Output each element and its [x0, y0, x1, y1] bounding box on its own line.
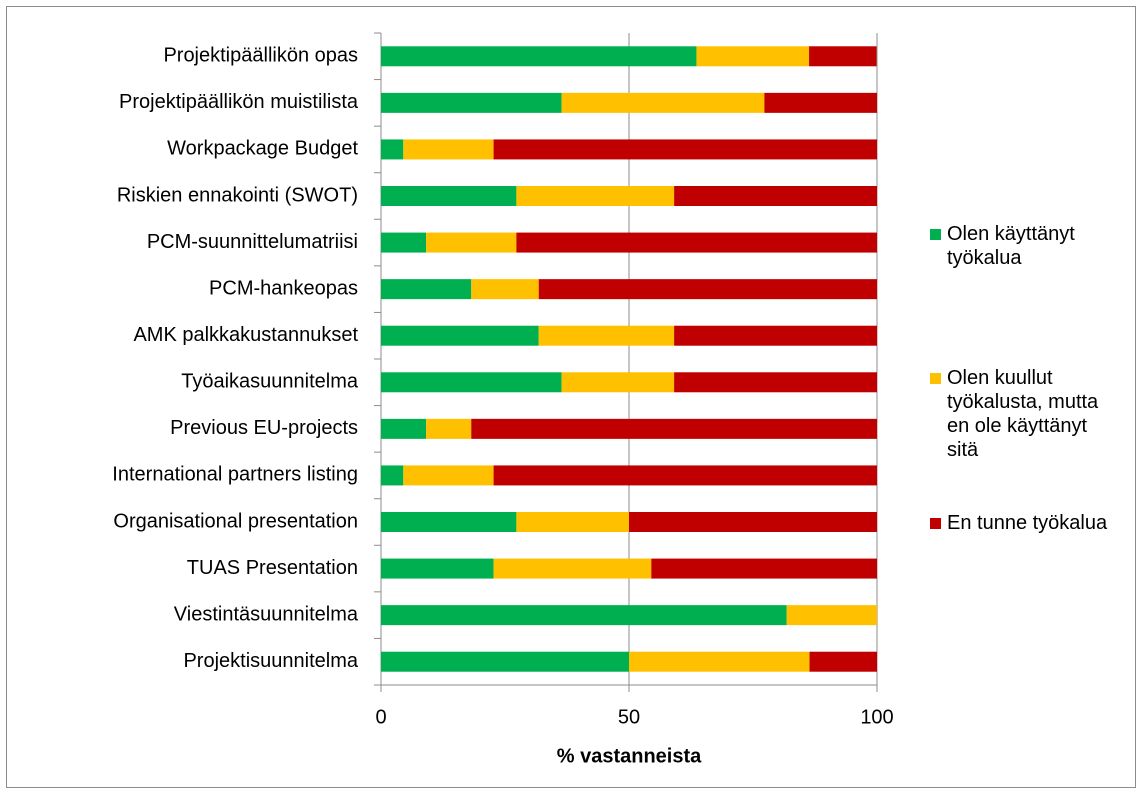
legend-item: Olen kuullut työkalusta, mutta en ole kä… [930, 366, 1117, 462]
legend-item: En tunne työkalua [930, 511, 1117, 535]
bar-segment [381, 512, 517, 532]
bar-segment [381, 372, 562, 393]
bar-segment [381, 232, 427, 253]
bar-segment [809, 46, 877, 67]
y-tick-label: PCM-suunnittelumatriisi [147, 231, 358, 253]
legend-label: Olen kuullut työkalusta, mutta en ole kä… [947, 367, 1099, 461]
legend-swatch [930, 229, 941, 240]
y-tick-label: Projektisuunnitelma [183, 650, 358, 672]
bar-segment [381, 558, 494, 579]
bar-segment [516, 186, 675, 206]
bar-segment [381, 418, 427, 439]
bar-segment [629, 651, 810, 672]
bar-segment [561, 92, 765, 113]
y-tick-label: Riskien ennakointi (SWOT) [117, 184, 358, 206]
x-tick-label: 50 [618, 706, 640, 728]
legend-label: Olen käyttänyt työkalua [947, 223, 1075, 269]
bar-segment [696, 46, 810, 67]
bar-segment [381, 279, 472, 300]
legend-item: Olen käyttänyt työkalua [930, 222, 1117, 270]
y-tick-label: Organisational presentation [113, 510, 358, 532]
y-tick-label: PCM-hankeopas [209, 277, 358, 299]
bar-segment [493, 465, 877, 486]
x-tick-label: 100 [860, 706, 893, 728]
bar-segment [538, 279, 877, 300]
legend-swatch [930, 373, 941, 384]
bar-segment [493, 558, 652, 579]
bar-segment [674, 372, 877, 393]
bar-segment [403, 465, 494, 486]
y-tick-label: AMK palkkakustannukset [133, 324, 358, 346]
bar-segment [516, 232, 877, 253]
bar-segment [381, 465, 404, 486]
y-tick-label: International partners listing [112, 464, 358, 486]
x-axis-title: % vastanneista [557, 745, 702, 767]
bar-segment [403, 139, 494, 160]
bar-segment [809, 651, 877, 672]
bar-segment [516, 512, 629, 532]
bar-segment [674, 186, 877, 206]
bar-segment [538, 325, 675, 346]
y-tick-label: Projektipäällikön muistilista [119, 91, 359, 113]
bar-segment [493, 139, 877, 160]
bar-segment [381, 139, 404, 160]
bar-segment [651, 558, 877, 579]
bar-segment [764, 92, 877, 113]
y-tick-label: TUAS Presentation [187, 557, 358, 579]
bar-segment [674, 325, 877, 346]
y-tick-label: Workpackage Budget [167, 138, 358, 160]
bar-segment [786, 605, 877, 626]
bar-segment [471, 279, 539, 300]
bar-segment [426, 418, 472, 439]
bar-segment [629, 512, 877, 532]
bar-segment [426, 232, 517, 253]
bar-segment [561, 372, 675, 393]
x-tick-label: 0 [375, 706, 386, 728]
y-tick-label: Työaikasuunnitelma [181, 371, 359, 393]
legend-swatch [930, 518, 941, 529]
bar-segment [381, 605, 787, 626]
y-tick-label: Viestintäsuunnitelma [174, 603, 359, 625]
bar-segment [471, 418, 877, 439]
chart-frame [6, 6, 1136, 788]
bar-segment [381, 186, 517, 206]
bar-segment [381, 651, 629, 672]
legend-label: En tunne työkalua [947, 512, 1108, 534]
bar-segment [381, 325, 539, 346]
bar-segment [381, 46, 697, 67]
y-tick-label: Projektipäällikön opas [163, 45, 358, 67]
bar-segment [381, 92, 562, 113]
y-tick-label: Previous EU-projects [170, 417, 358, 439]
